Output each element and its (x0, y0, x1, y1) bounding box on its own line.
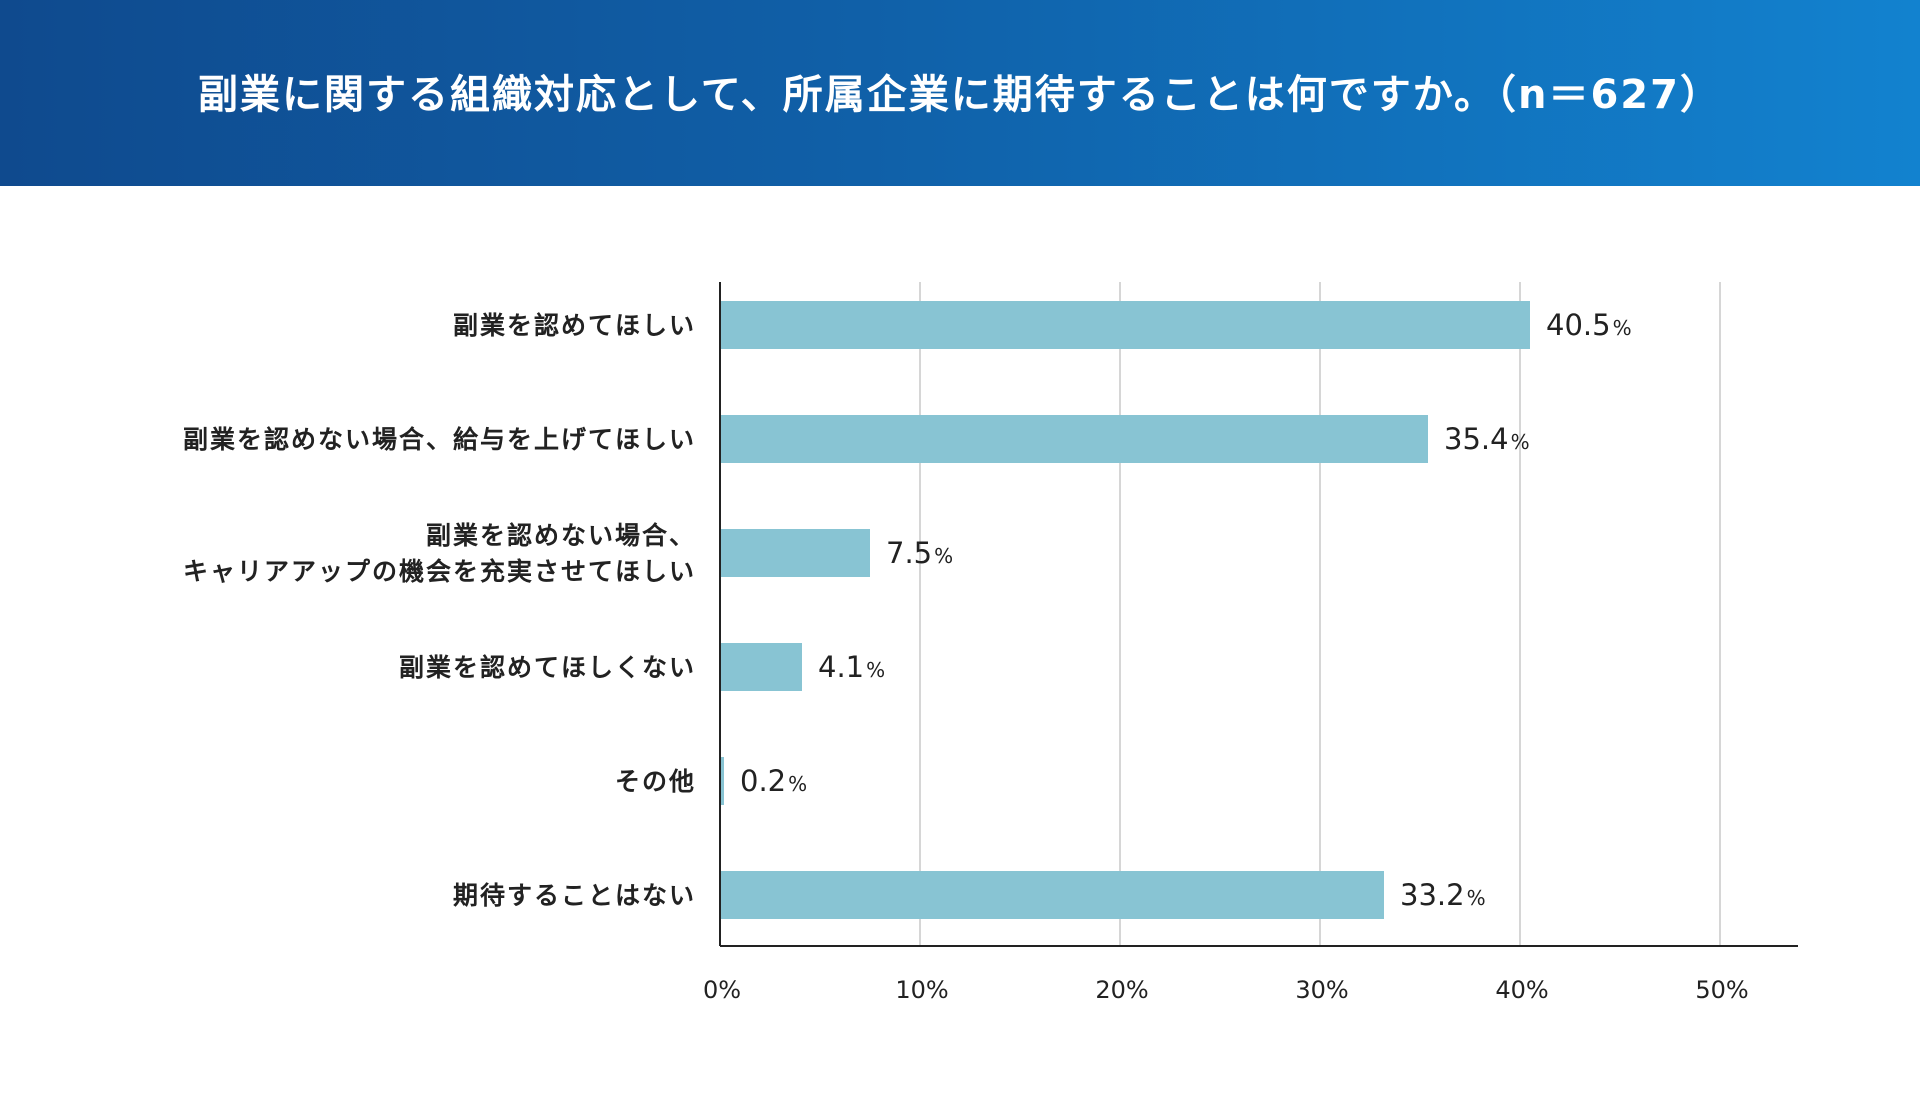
category-label: 期待することはない (453, 881, 696, 910)
data-label: 0.2% (740, 764, 807, 798)
header-banner: 副業に関する組織対応として、所属企業に期待することは何ですか。（n＝627） (0, 0, 1920, 186)
x-tick-label: 0% (703, 976, 741, 1004)
x-tick-label: 20% (1095, 976, 1148, 1004)
x-tick-label: 40% (1495, 976, 1548, 1004)
category-label: 副業を認めない場合、給与を上げてほしい (183, 425, 696, 454)
bar (720, 415, 1428, 463)
bar (720, 529, 870, 577)
data-label: 7.5% (886, 536, 953, 570)
axes (719, 282, 1798, 947)
bars (720, 301, 1530, 919)
category-label: 副業を認めない場合、 (426, 521, 696, 550)
category-label: その他 (615, 767, 696, 796)
category-label: 副業を認めてほしい (453, 311, 696, 340)
bar (720, 301, 1530, 349)
bar (720, 757, 724, 805)
labels: 0% 10% 20% 30% 40% 50% 40.5 % 副業を認めてほしい 35.4 % 副業を認… (183, 308, 1749, 1004)
grid-lines (919, 282, 1721, 946)
data-label: 33.2% (1400, 878, 1486, 912)
data-label: 40.5% (1546, 308, 1632, 342)
category-label: 副業を認めてほしくない (399, 653, 696, 682)
data-label: 4.1% (818, 650, 885, 684)
data-label: 35.4% (1444, 422, 1530, 456)
chart-title: 副業に関する組織対応として、所属企業に期待することは何ですか。（n＝627） (198, 72, 1722, 118)
x-tick-label: 30% (1295, 976, 1348, 1004)
bar (720, 871, 1384, 919)
x-tick-label: 10% (895, 976, 948, 1004)
category-label: キャリアアップの機会を充実させてほしい (183, 557, 696, 586)
bar (720, 643, 802, 691)
x-tick-label: 50% (1695, 976, 1748, 1004)
